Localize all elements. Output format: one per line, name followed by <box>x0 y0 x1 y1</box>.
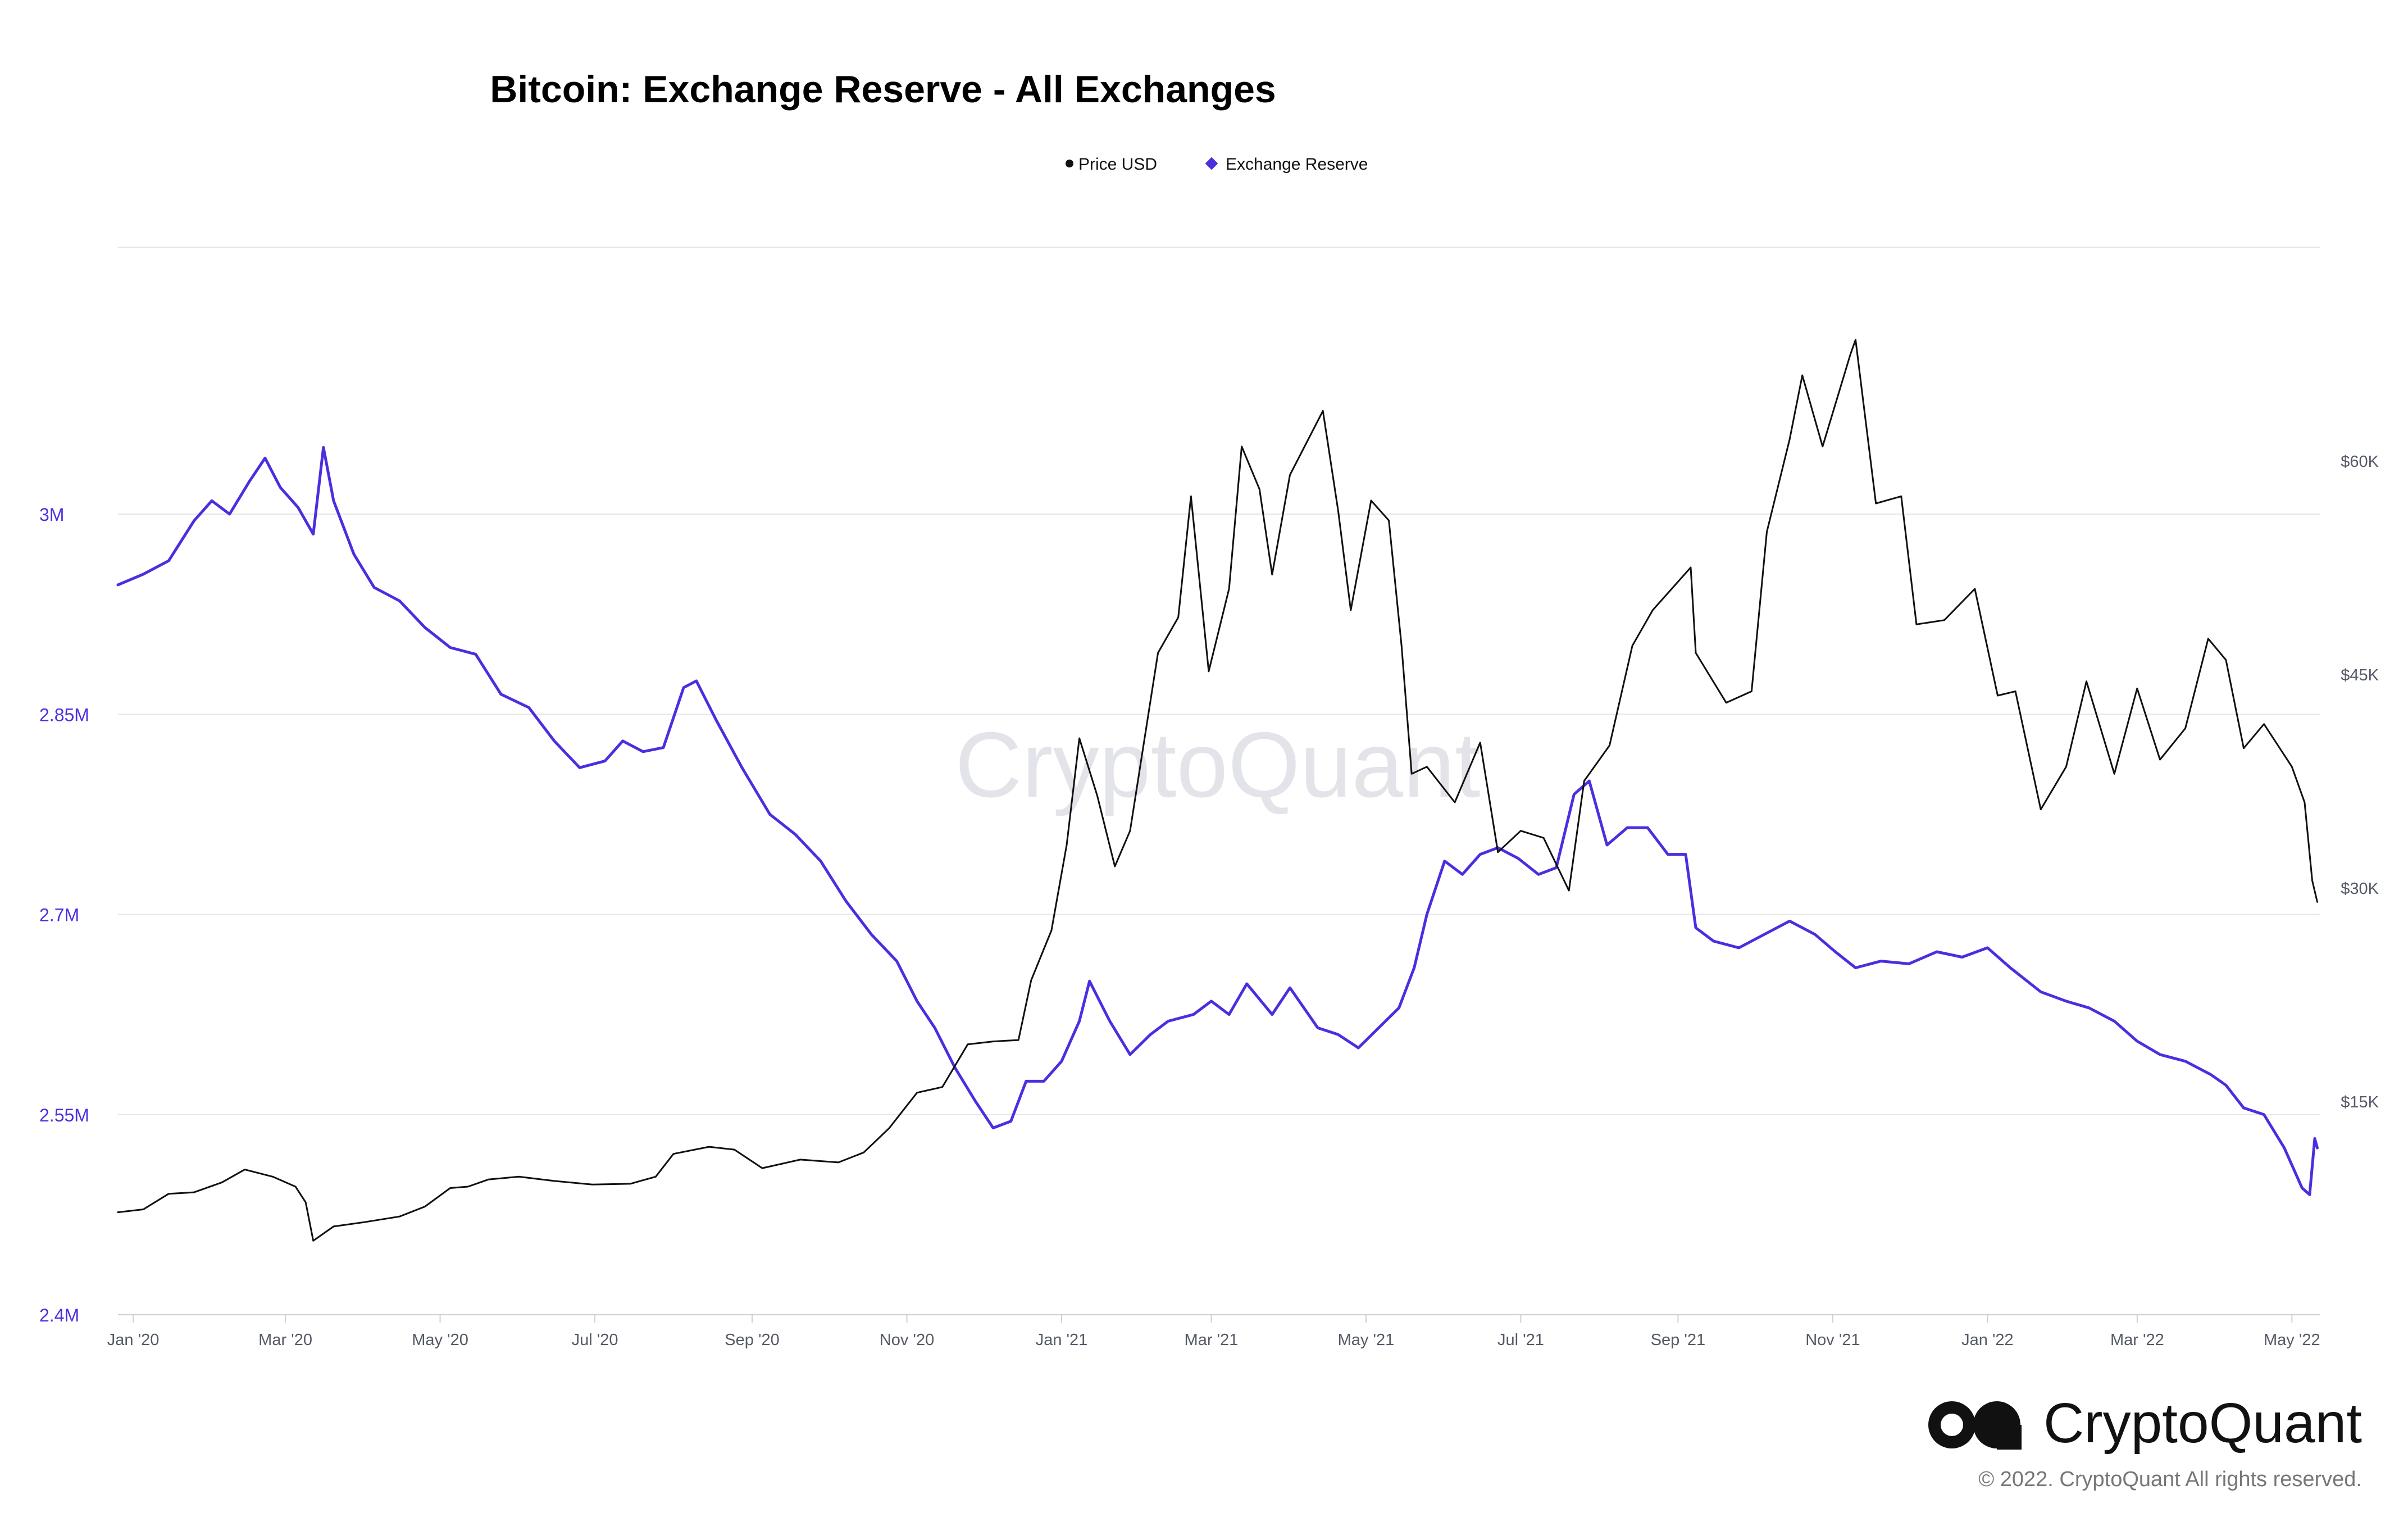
x-tick-label: Jul '21 <box>1497 1331 1544 1349</box>
y-left-tick-label: 2.7M <box>39 905 79 925</box>
x-tick-label: May '21 <box>1338 1331 1395 1349</box>
left-axis: 2.4M 2.55M 2.7M 2.85M 3M <box>39 505 89 1325</box>
y-left-tick-label: 2.55M <box>39 1105 89 1125</box>
copyright: © 2022. CryptoQuant All rights reserved. <box>1978 1468 2362 1491</box>
y-right-tick-label: $60K <box>2341 453 2379 471</box>
x-tick-label: Sep '21 <box>1651 1331 1705 1349</box>
series-line-price-usd <box>117 339 2318 1242</box>
series-line-exchange-reserve <box>116 446 2319 1196</box>
y-right-tick-label: $45K <box>2341 666 2379 684</box>
x-tick-label: Jul '20 <box>572 1331 618 1349</box>
legend: Price USD Exchange Reserve <box>1066 155 1368 174</box>
legend-price-marker <box>1066 160 1073 167</box>
y-left-tick-label: 2.4M <box>39 1305 79 1325</box>
x-tick-label: Mar '20 <box>258 1331 312 1349</box>
legend-reserve-label[interactable]: Exchange Reserve <box>1226 155 1368 174</box>
x-tick-label: Nov '21 <box>1805 1331 1860 1349</box>
x-axis: Jan '20 Mar '20 May '20 Jul '20 Sep '20 Nov '… <box>107 1314 2320 1349</box>
x-tick-label: Sep '20 <box>725 1331 779 1349</box>
x-tick-label: Mar '21 <box>1185 1331 1239 1349</box>
cryptoquant-logo-icon <box>1928 1401 2022 1450</box>
y-left-tick-label: 3M <box>39 505 64 525</box>
x-tick-label: May '20 <box>412 1331 468 1349</box>
y-right-tick-label: $15K <box>2341 1093 2379 1111</box>
x-tick-label: Jan '22 <box>1961 1331 2014 1349</box>
brand-name: CryptoQuant <box>2043 1392 2362 1455</box>
x-tick-label: May '22 <box>2264 1331 2320 1349</box>
y-right-tick-label: $30K <box>2341 880 2379 898</box>
right-axis: $15K $30K $45K $60K <box>2341 453 2379 1111</box>
brand: CryptoQuant © 2022. CryptoQuant All righ… <box>1928 1392 2362 1491</box>
x-tick-label: Mar '22 <box>2110 1331 2164 1349</box>
grid <box>118 247 2320 1115</box>
watermark: CryptoQuant <box>955 713 1480 816</box>
x-tick-label: Jan '21 <box>1036 1331 1088 1349</box>
x-tick-label: Jan '20 <box>107 1331 160 1349</box>
y-left-tick-label: 2.85M <box>39 705 89 725</box>
series-group <box>116 339 2319 1242</box>
chart-title: Bitcoin: Exchange Reserve - All Exchange… <box>490 68 1276 111</box>
x-tick-label: Nov '20 <box>880 1331 934 1349</box>
legend-price-label[interactable]: Price USD <box>1078 155 1157 174</box>
legend-reserve-marker <box>1205 157 1218 170</box>
